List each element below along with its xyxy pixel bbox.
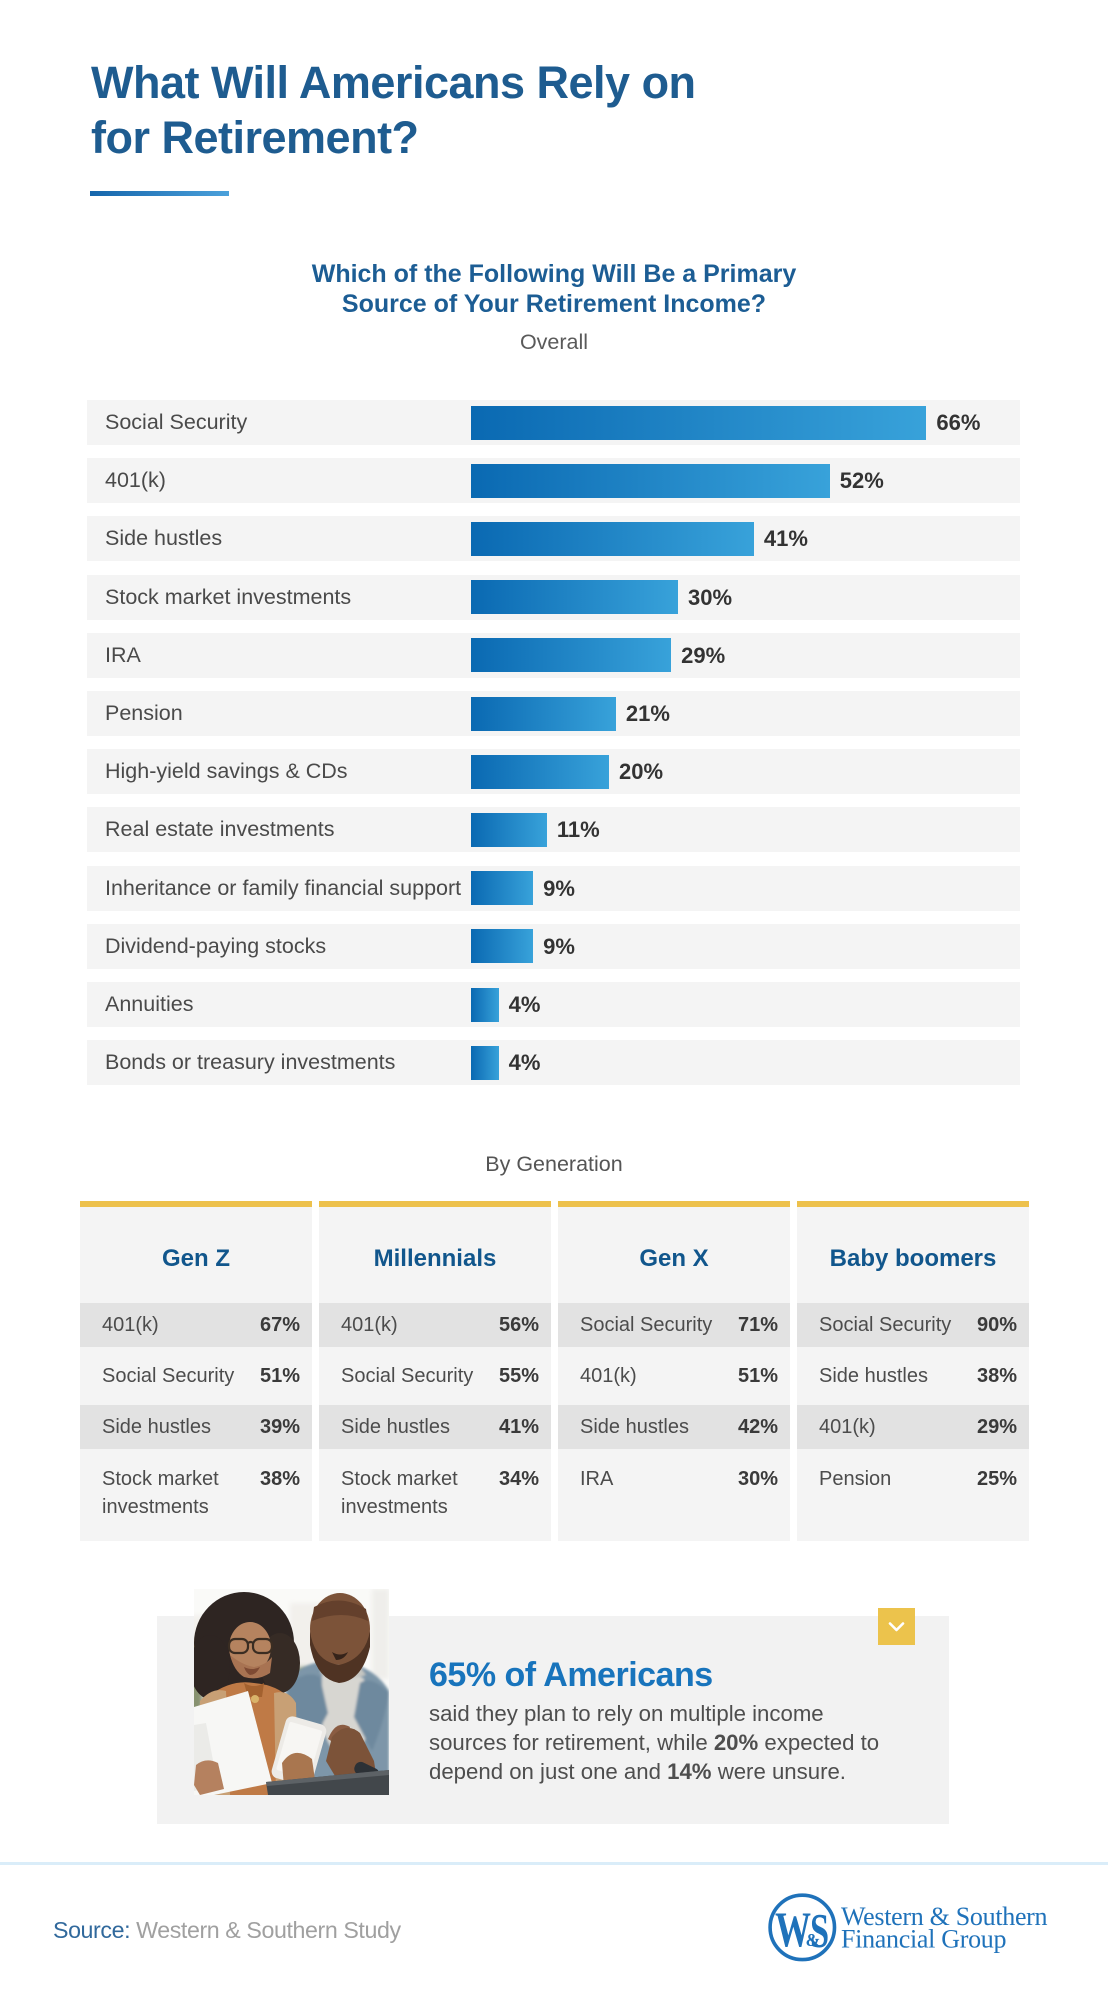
svg-text:Western & Southern: Western & Southern [841, 1902, 1048, 1931]
svg-text:S: S [810, 1904, 829, 1958]
svg-text:&: & [806, 1930, 821, 1950]
svg-text:Financial Group: Financial Group [841, 1925, 1006, 1954]
svg-text:W: W [775, 1902, 811, 1957]
